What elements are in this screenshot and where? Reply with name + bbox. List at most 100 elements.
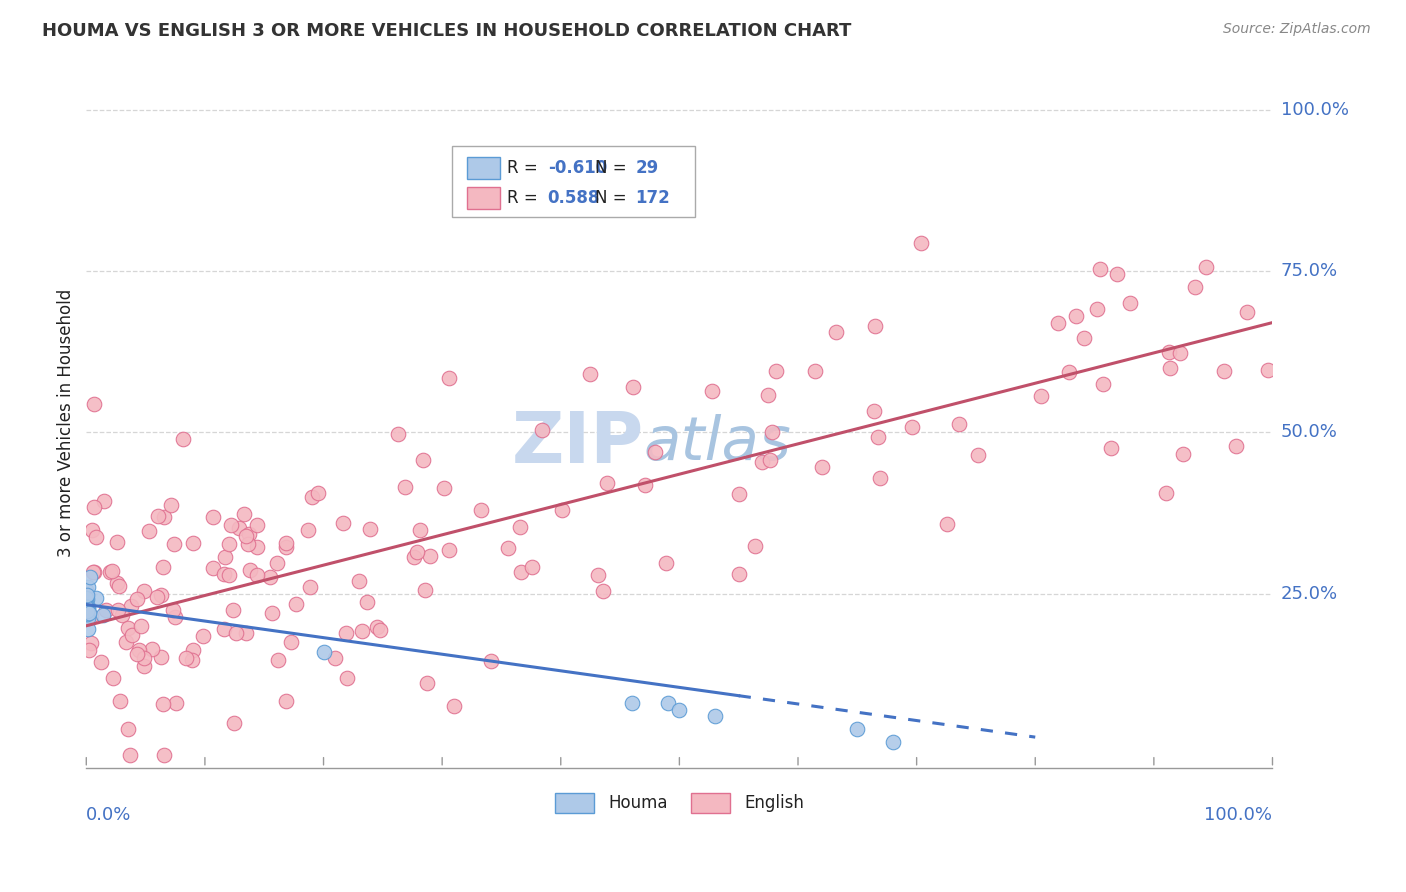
Text: 0.0%: 0.0% (86, 805, 132, 823)
Point (409, 523, 432, 537)
Point (105, 534, 128, 549)
Point (1225, 439, 1247, 453)
Point (1085, 301, 1108, 316)
Point (160, 499, 183, 513)
Point (863, 318, 886, 333)
Point (120, 599, 142, 613)
Point (307, 486, 329, 500)
Point (285, 597, 308, 611)
Point (224, 716, 246, 731)
Point (82, 566, 104, 580)
Point (77, 606, 100, 620)
Point (1105, 268, 1128, 282)
Point (866, 429, 889, 443)
Point (1046, 316, 1069, 330)
Point (298, 580, 321, 594)
Point (107, 603, 129, 617)
Point (222, 602, 245, 616)
Y-axis label: 3 or more Vehicles in Household: 3 or more Vehicles in Household (58, 288, 75, 557)
Point (437, 543, 460, 558)
Point (138, 524, 160, 539)
Point (114, 635, 136, 649)
Point (756, 387, 779, 401)
Point (162, 603, 184, 617)
Point (910, 235, 932, 250)
Point (127, 592, 149, 607)
Point (165, 696, 187, 710)
Point (405, 544, 427, 558)
Point (668, 703, 690, 717)
Point (219, 518, 242, 533)
Point (869, 471, 891, 485)
Point (117, 621, 139, 635)
Point (90, 655, 112, 669)
Point (75, 591, 97, 605)
Point (1057, 366, 1080, 380)
Point (83, 500, 105, 514)
Point (98, 565, 121, 579)
Text: English: English (745, 794, 804, 812)
Point (191, 629, 214, 643)
Point (246, 518, 269, 533)
Point (152, 697, 174, 711)
Point (368, 623, 391, 637)
Point (596, 476, 619, 491)
Point (437, 371, 460, 385)
Point (1073, 331, 1095, 345)
Text: 50.0%: 50.0% (1281, 423, 1337, 442)
Point (744, 539, 766, 553)
Point (509, 519, 531, 533)
Point (1168, 346, 1191, 360)
Point (935, 516, 957, 531)
Point (297, 524, 319, 538)
Point (620, 696, 643, 710)
Point (152, 559, 174, 574)
Point (803, 364, 825, 378)
Text: Houma: Houma (609, 794, 668, 812)
Point (356, 594, 378, 608)
Point (267, 653, 290, 667)
Point (1119, 296, 1142, 310)
Point (105, 576, 128, 591)
Point (76, 592, 98, 607)
Point (863, 403, 886, 417)
Point (134, 584, 156, 599)
Point (246, 568, 269, 582)
Point (1088, 261, 1111, 276)
FancyBboxPatch shape (451, 146, 695, 217)
Point (579, 367, 602, 381)
Point (259, 570, 281, 584)
Point (75, 600, 97, 615)
Point (165, 609, 187, 624)
Text: 25.0%: 25.0% (1281, 584, 1339, 602)
Point (238, 527, 260, 541)
Point (810, 459, 832, 474)
Point (1091, 376, 1114, 391)
Point (846, 722, 869, 736)
Point (621, 380, 644, 394)
Point (235, 626, 257, 640)
Point (79, 570, 101, 584)
Point (1195, 260, 1218, 275)
Point (146, 591, 169, 605)
Point (967, 448, 990, 462)
Point (332, 516, 354, 530)
Point (644, 445, 666, 459)
Point (163, 537, 186, 551)
Point (824, 325, 846, 339)
Bar (555, 793, 593, 813)
Point (522, 560, 544, 574)
Point (76, 599, 98, 614)
Point (236, 537, 259, 551)
Point (1099, 442, 1122, 456)
Point (181, 643, 204, 657)
Point (202, 560, 225, 574)
Point (335, 625, 357, 640)
Point (125, 648, 148, 662)
Point (416, 675, 439, 690)
Point (84, 530, 107, 544)
Point (301, 490, 323, 504)
Point (121, 628, 143, 642)
Point (80, 636, 103, 650)
Text: HOUMA VS ENGLISH 3 OR MORE VEHICLES IN HOUSEHOLD CORRELATION CHART: HOUMA VS ENGLISH 3 OR MORE VEHICLES IN H… (42, 22, 852, 40)
